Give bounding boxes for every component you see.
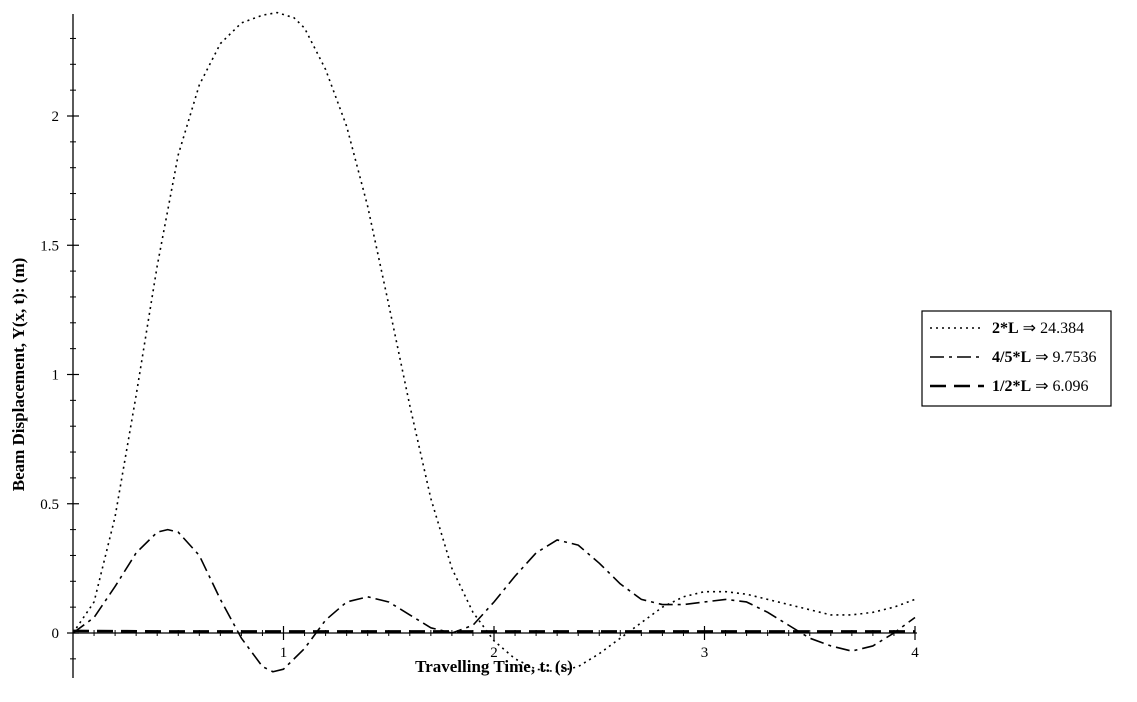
legend-entry-value: ⇒ 24.384	[1019, 320, 1084, 337]
legend-box	[921, 310, 1112, 407]
y-tick-label: 2	[52, 109, 60, 125]
series-line	[72, 528, 916, 673]
legend-entry-value: ⇒ 6.096	[1031, 378, 1088, 395]
legend-entry: 1/2*L ⇒ 6.096	[992, 378, 1089, 395]
x-tick-label: 2	[490, 645, 498, 661]
y-tick-label: 0	[52, 626, 60, 642]
x-tick-label: 4	[911, 645, 919, 661]
legend-entry-key: 4/5*L	[992, 349, 1031, 366]
x-tick-label: 3	[701, 645, 709, 661]
plot-lines	[72, 11, 916, 673]
y-tick-label: 1.5	[40, 238, 59, 254]
legend-entry-key: 1/2*L	[992, 378, 1031, 395]
legend-entry-value: ⇒ 9.7536	[1031, 349, 1096, 366]
series-line	[72, 11, 916, 673]
legend-entry: 4/5*L ⇒ 9.7536	[992, 349, 1097, 366]
x-axis-title: Travelling Time, t: (s)	[415, 657, 573, 676]
legend-entry-key: 2*L	[992, 320, 1019, 337]
axes: 1 2 3 4 0 0.5 1 1.5 2	[40, 14, 919, 678]
y-tick-label: 1	[52, 368, 60, 384]
y-tick-label: 0.5	[40, 497, 59, 513]
y-axis-title: Beam Displacement, Y(x, t): (m)	[9, 258, 28, 492]
axis-ticks: 1 2 3 4 0 0.5 1 1.5 2	[40, 37, 919, 661]
legend-entry: 2*L ⇒ 24.384	[992, 320, 1084, 337]
x-tick-label: 1	[280, 645, 288, 661]
